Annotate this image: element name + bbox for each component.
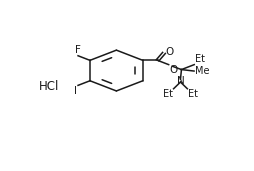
Text: Et: Et [163, 89, 172, 99]
Text: N: N [177, 76, 184, 86]
Text: HCl: HCl [39, 80, 60, 93]
Text: I: I [74, 86, 77, 96]
Text: F: F [75, 45, 81, 55]
Text: O: O [166, 47, 174, 57]
Text: Et: Et [188, 89, 198, 99]
Text: Me: Me [195, 66, 210, 76]
Text: Et: Et [195, 54, 205, 64]
Text: O: O [169, 65, 178, 75]
